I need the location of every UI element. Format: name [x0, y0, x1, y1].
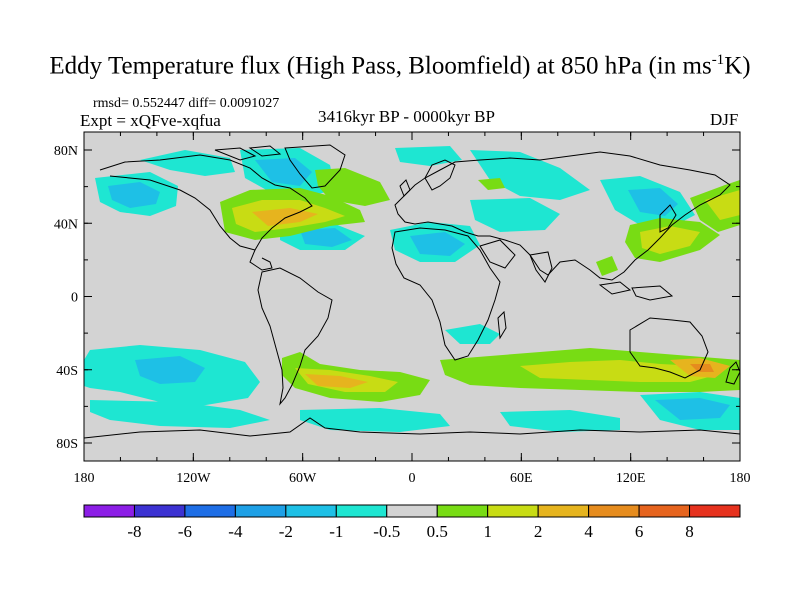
- colorbar-box: [639, 505, 689, 517]
- colorbar-label: 2: [534, 522, 543, 541]
- colorbar-label: 4: [584, 522, 593, 541]
- colorbar-box: [538, 505, 588, 517]
- colorbar-box: [387, 505, 437, 517]
- colorbar-label: -2: [279, 522, 293, 541]
- colorbar-box: [134, 505, 184, 517]
- colorbar-label: -1: [329, 522, 343, 541]
- colorbar-label: 8: [685, 522, 694, 541]
- colorbar-box: [286, 505, 336, 517]
- colorbar-label: 1: [483, 522, 492, 541]
- colorbar-label: -4: [228, 522, 243, 541]
- colorbar-label: 0.5: [427, 522, 448, 541]
- colorbar-label: -8: [127, 522, 141, 541]
- colorbar-box: [235, 505, 285, 517]
- colorbar-label: -0.5: [373, 522, 400, 541]
- colorbar-label: -6: [178, 522, 192, 541]
- colorbar-box: [336, 505, 386, 517]
- colorbar-box: [488, 505, 538, 517]
- colorbar-box: [84, 505, 134, 517]
- colorbar-box: [437, 505, 487, 517]
- colorbar-box: [589, 505, 639, 517]
- colorbar-labels: -8 -6 -4 -2 -1 -0.5 0.5 1 2 4 6 8: [127, 522, 693, 541]
- colorbar-boxes: [84, 505, 740, 517]
- colorbar-label: 6: [635, 522, 644, 541]
- colorbar-box: [690, 505, 740, 517]
- colorbar-box: [185, 505, 235, 517]
